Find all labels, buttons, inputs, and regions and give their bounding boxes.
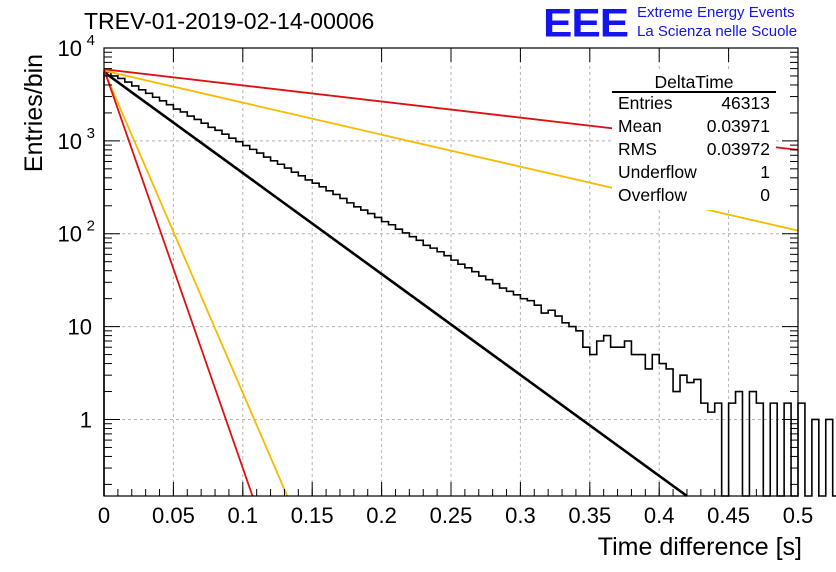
logo-caption-line2: La Scienza nelle Scuole xyxy=(637,23,798,40)
stats-value: 46313 xyxy=(721,93,770,113)
x-tick-label: 0.1 xyxy=(228,503,259,528)
eee-logo: EEE xyxy=(543,1,629,46)
logo-caption-line1: Extreme Energy Events xyxy=(637,4,795,21)
series-line-0 xyxy=(103,71,688,498)
stats-value: 0.03972 xyxy=(706,139,770,159)
stats-label: Entries xyxy=(618,93,673,113)
x-tick-label: 0.25 xyxy=(430,503,473,528)
x-tick-label: 0.35 xyxy=(568,503,611,528)
chart-title: TREV-01-2019-02-14-00006 xyxy=(84,8,375,34)
x-tick-label: 0.45 xyxy=(707,503,750,528)
y-tick-label: 1 xyxy=(80,407,92,432)
series-line-4 xyxy=(103,68,254,497)
stats-box: DeltaTime Entries 46313 Mean 0.03971 RMS… xyxy=(612,72,776,210)
x-tick-label: 0.2 xyxy=(366,503,397,528)
stats-label: Overflow xyxy=(618,185,688,205)
stats-box-title: DeltaTime xyxy=(654,72,734,92)
stats-label: Underflow xyxy=(618,162,697,182)
x-tick-label: 0.15 xyxy=(291,503,334,528)
stats-value: 1 xyxy=(760,162,770,182)
x-axis-label: Time difference [s] xyxy=(597,533,802,561)
y-tick-label: 10 xyxy=(68,315,92,340)
y-tick-exponent: 4 xyxy=(87,32,95,49)
y-tick-label: 10 xyxy=(58,36,82,61)
stats-label: Mean xyxy=(618,116,662,136)
y-tick-label: 10 xyxy=(58,222,82,247)
series-line-3 xyxy=(103,70,289,497)
stats-value: 0.03971 xyxy=(706,116,770,136)
stats-box-rule xyxy=(612,91,776,93)
x-tick-label: 0.05 xyxy=(152,503,195,528)
x-tick-label: 0.3 xyxy=(505,503,536,528)
stats-value: 0 xyxy=(760,185,770,205)
y-tick-label: 10 xyxy=(58,129,82,154)
x-tick-label: 0 xyxy=(98,503,110,528)
x-tick-label: 0.4 xyxy=(644,503,675,528)
y-tick-exponent: 3 xyxy=(87,125,95,142)
y-axis-label: Entries/bin xyxy=(20,53,48,173)
histogram-bars xyxy=(103,71,836,497)
x-tick-label: 0.5 xyxy=(783,503,814,528)
stats-label: RMS xyxy=(618,139,657,159)
y-tick-exponent: 2 xyxy=(87,218,95,235)
